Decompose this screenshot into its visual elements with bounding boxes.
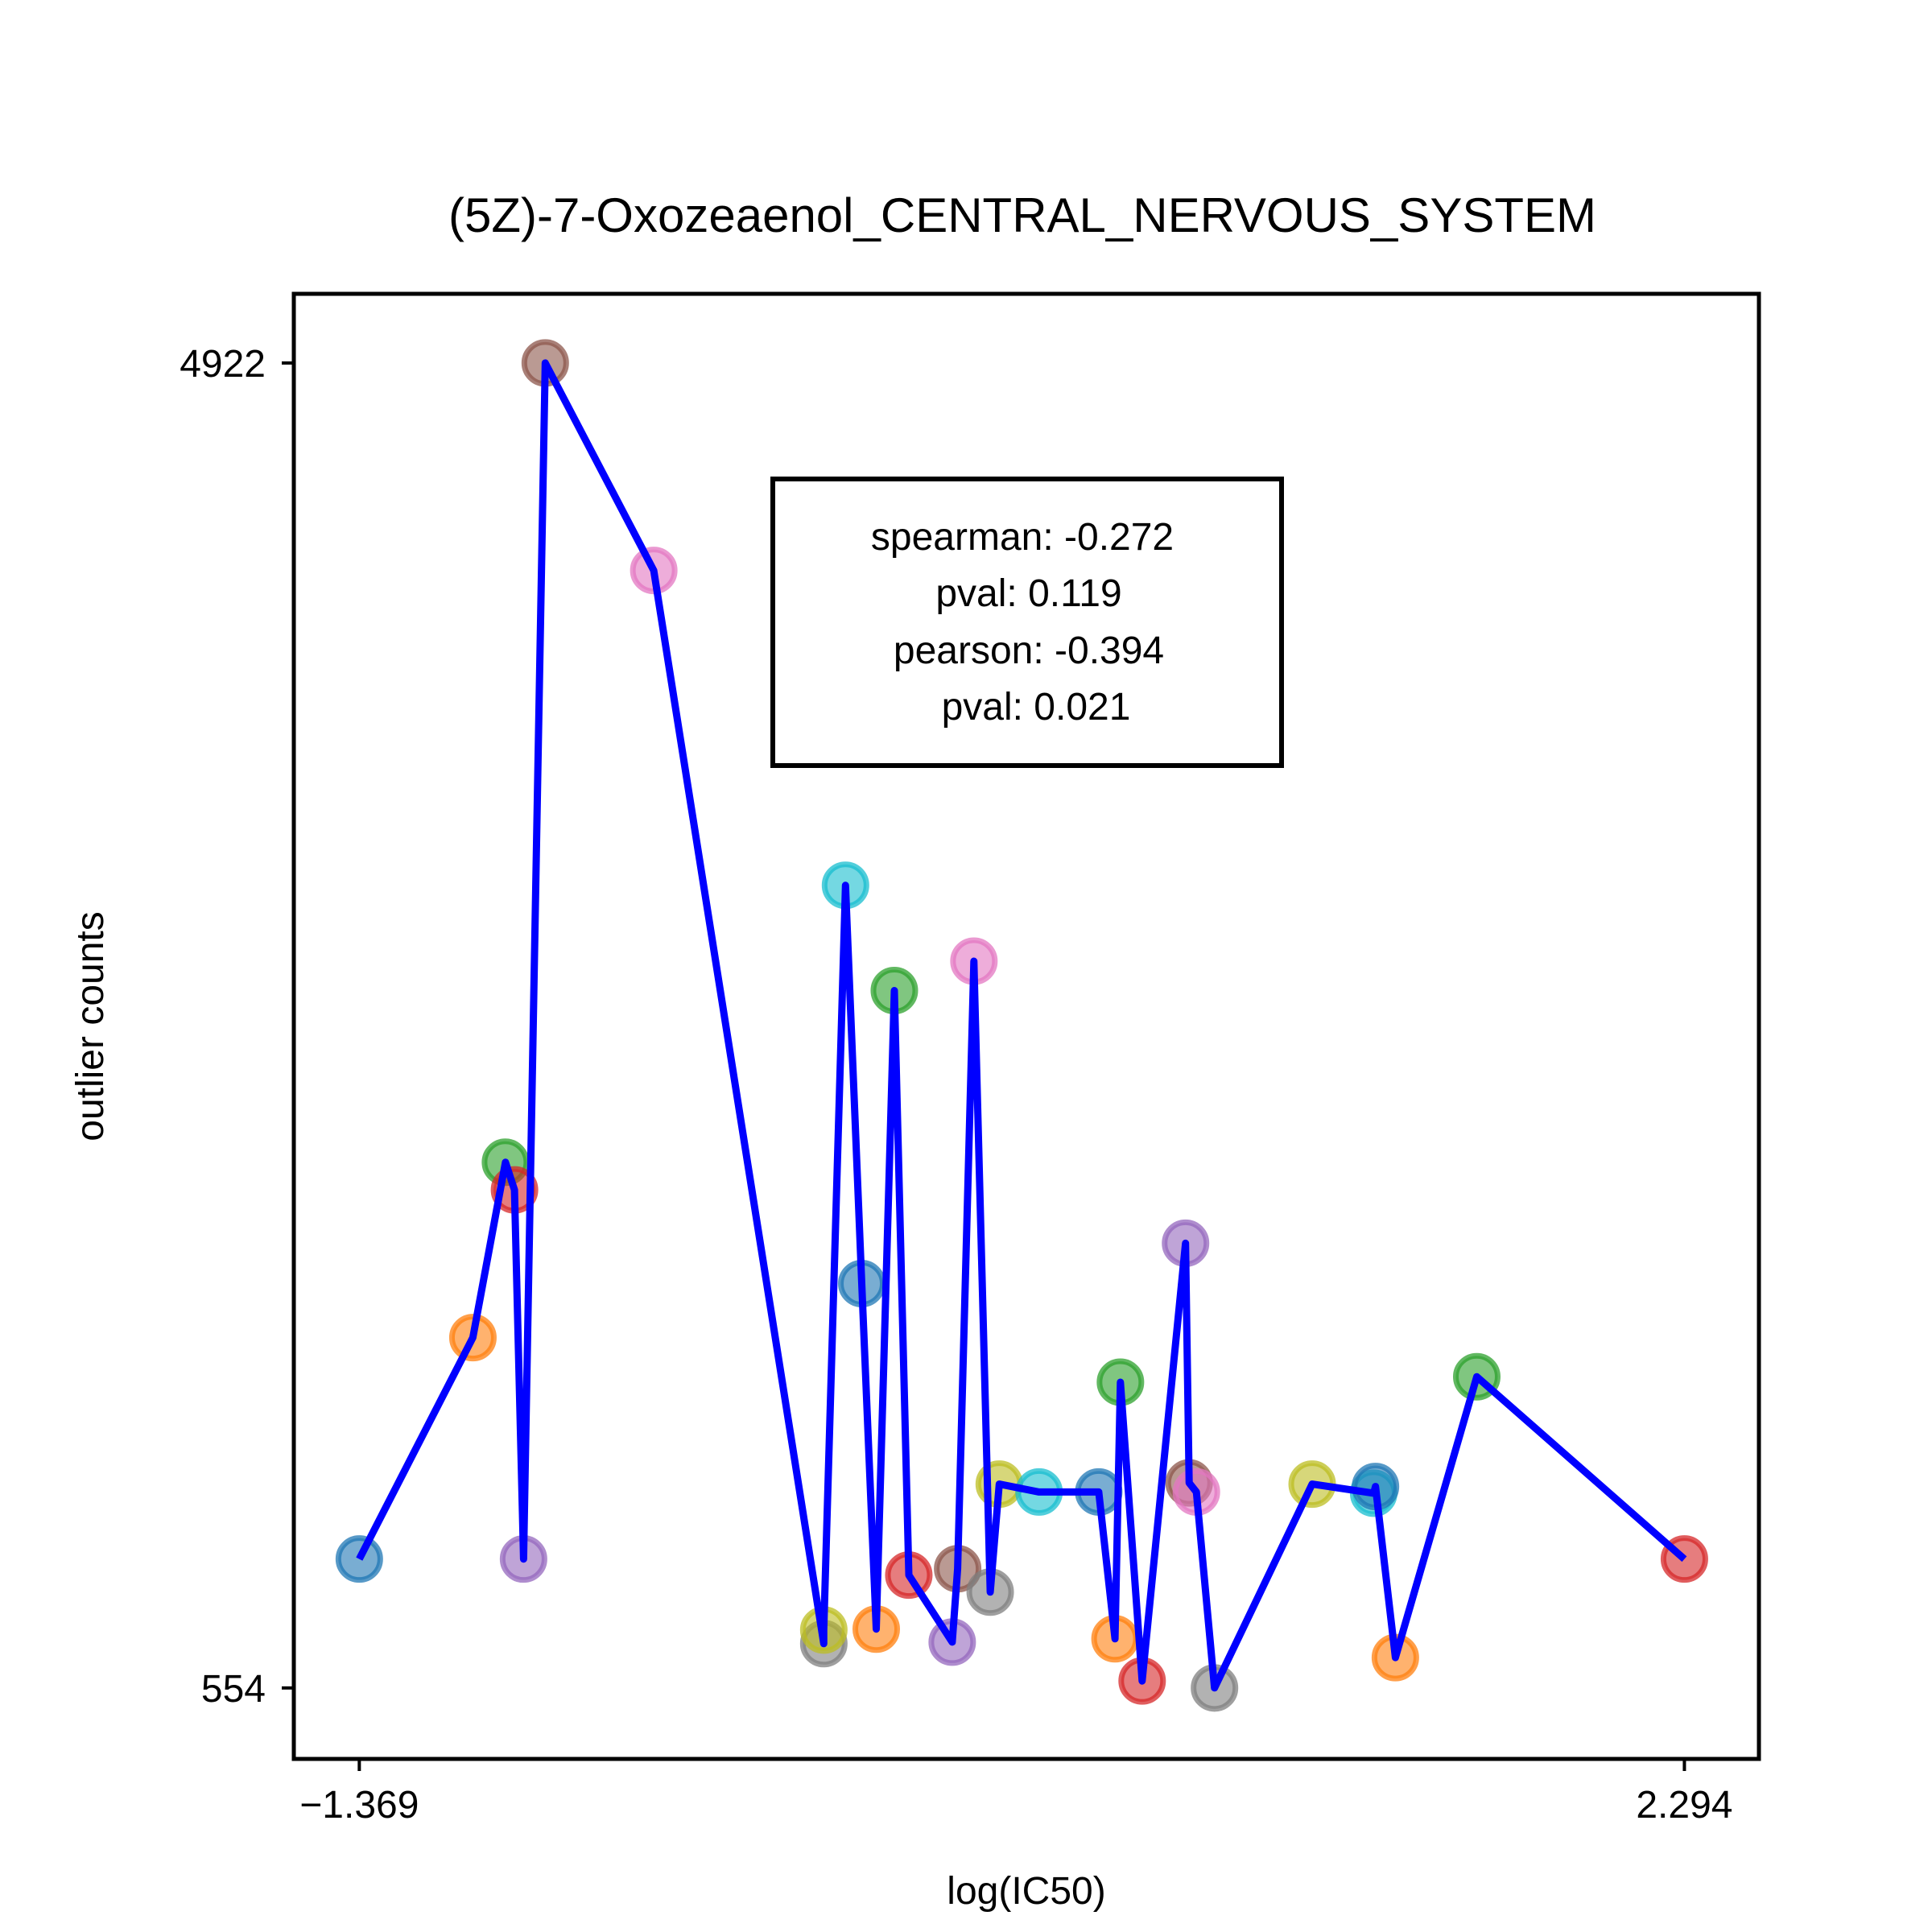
x-axis-label: log(IC50) (947, 1870, 1105, 1913)
stats-box-frame (770, 477, 1284, 768)
y-axis: 554 4922 (180, 343, 294, 1711)
stats-pearson-pval: pval: 0.021 (942, 686, 1131, 729)
x-tick-label-0: −1.369 (299, 1784, 419, 1827)
y-tick-label-1: 4922 (180, 343, 266, 386)
line-layer (356, 359, 1687, 1692)
stats-spearman-pval: pval: 0.119 (935, 572, 1121, 615)
series-line (356, 359, 1687, 1692)
stats-spearman: spearman: -0.272 (871, 516, 1174, 559)
x-axis: −1.369 2.294 (299, 1759, 1732, 1827)
stats-pearson: pearson: -0.394 (894, 630, 1164, 672)
chart-title: (5Z)-7-Oxozeaenol_CENTRAL_NERVOUS_SYSTEM (448, 188, 1596, 242)
y-tick-label-0: 554 (201, 1668, 266, 1711)
plot-frame (291, 291, 1761, 1761)
stats-box: spearman: -0.272 pval: 0.119 pearson: -0… (770, 477, 1284, 768)
x-tick-label-1: 2.294 (1636, 1784, 1732, 1827)
y-axis-label: outlier counts (69, 911, 112, 1141)
